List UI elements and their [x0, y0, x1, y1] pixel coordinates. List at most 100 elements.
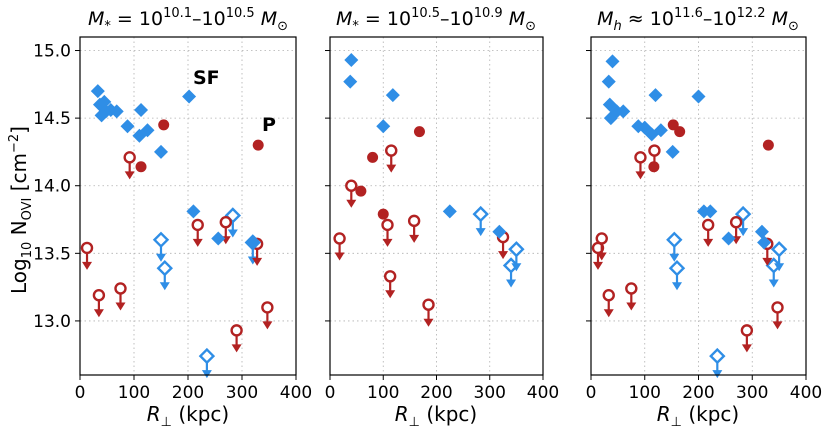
sf-upper-limit-point [770, 241, 788, 272]
panel-2-x-label-sub: ⊥ [409, 415, 420, 430]
sf-detection-point [691, 89, 706, 104]
sf-upper-limit-point [765, 257, 782, 288]
sf-detection-point [492, 224, 507, 239]
p-upper-limit-point [219, 216, 233, 245]
sf-detection-point [376, 119, 391, 134]
sf-detection-point [134, 103, 149, 118]
p-upper-limit-point [634, 151, 647, 180]
panel-2-title-d: 10.5 [411, 6, 440, 21]
y-tick-label: 13.5 [33, 244, 71, 264]
sf-detection-point [343, 74, 358, 89]
panel-1-x-label-sub: ⊥ [161, 415, 172, 430]
x-tick-label: 100 [118, 383, 150, 403]
panel-2-title-h: ⊙ [525, 19, 536, 34]
panel-3-x-label-sym: R [657, 402, 671, 426]
p-upper-limit-point [407, 214, 421, 243]
panel-2-title-f: 10.9 [474, 6, 503, 21]
y-axis-label-mid: N [7, 220, 31, 241]
p-upper-limit-point [92, 289, 106, 318]
panel-2-title-e: –10 [440, 8, 474, 30]
panel-3-title-d: 11.6 [674, 6, 703, 21]
sf-detection-point [182, 89, 197, 104]
sf-detection-point [601, 74, 616, 89]
y-axis-label-sub: 10 [20, 242, 35, 259]
sf-upper-limit-point [709, 347, 726, 379]
sf-detection-point [109, 104, 124, 119]
panel-2-title-a: M [336, 8, 352, 30]
sf-upper-limit-point [734, 205, 752, 237]
panel-3-title: Mh ≈ 1011.6–1012.2 M⊙ [597, 6, 799, 34]
panel-3-x-axis-label: R⊥ (kpc) [657, 402, 739, 430]
sf-upper-limit-point [666, 231, 683, 262]
panel-3-title-e: –10 [703, 8, 737, 30]
x-tick-label: 300 [474, 383, 506, 403]
p-upper-limit-point [345, 179, 358, 208]
p-detection-point [158, 119, 170, 131]
panel-2-x-axis-label: R⊥ (kpc) [395, 402, 477, 430]
p-detection-point [762, 139, 774, 151]
p-detection-point [367, 151, 379, 163]
p-upper-limit-point [230, 324, 243, 353]
sf-detection-point [246, 235, 261, 250]
panel-3-title-f: 12.2 [737, 6, 766, 21]
sf-detection-point [140, 123, 155, 138]
panel-3-title-b: h [614, 19, 622, 34]
sf-detection-point [120, 119, 135, 134]
p-upper-limit-point [422, 298, 435, 327]
p-detection-point [355, 185, 367, 197]
panel-3-title-c: ≈ 10 [622, 8, 674, 30]
panel-3-title-a: M [597, 8, 613, 30]
panel-1-title-e: –10 [192, 8, 226, 30]
panel-1-title: M* = 1010.1–1010.5 M⊙ [88, 6, 288, 34]
p-upper-limit-point [771, 301, 784, 330]
panel-1-x-label-unit: (kpc) [172, 402, 229, 426]
sf-detection-point [90, 84, 105, 99]
panel-1-x-label-sym: R [147, 402, 161, 426]
sf-upper-limit-point [156, 259, 173, 291]
panel-2-frame [329, 36, 544, 376]
sf-detection-point [211, 231, 226, 246]
p-upper-limit-point [595, 232, 608, 261]
sf-detection-point [653, 123, 668, 138]
p-upper-limit-point [191, 218, 204, 247]
sf-detection-point [721, 231, 736, 246]
x-tick-label: 200 [420, 383, 452, 403]
panel-1-frame [79, 36, 297, 376]
x-tick-label: 400 [280, 383, 312, 403]
sf-detection-point [754, 224, 769, 239]
panel-3-x-label-sub: ⊥ [671, 415, 682, 430]
p-upper-limit-point [261, 301, 274, 330]
sf-upper-limit-point [152, 231, 170, 262]
y-tick-label: 13.0 [33, 312, 71, 332]
x-tick-label: 200 [172, 383, 204, 403]
p-detection-point [674, 126, 686, 138]
sf-upper-limit-point [198, 347, 216, 379]
sf-upper-limit-point [508, 241, 525, 272]
sf-detection-point [665, 144, 680, 159]
x-tick-label: 0 [586, 383, 597, 403]
p-detection-point [135, 161, 147, 173]
panel-1-title-f: 10.5 [226, 6, 255, 21]
p-upper-limit-point [701, 218, 715, 247]
sf-upper-limit-point [472, 205, 489, 237]
panel-2-x-label-sym: R [395, 402, 409, 426]
panel-1-title-a: M [88, 8, 104, 30]
p-detection-point [413, 126, 425, 138]
sf-detection-point [757, 235, 772, 250]
y-axis-label-end: ] [7, 126, 31, 134]
sf-detection-point [605, 54, 620, 69]
sf-detection-point [442, 204, 457, 219]
x-tick-label: 0 [75, 383, 86, 403]
panel-2-title-b: * [352, 19, 359, 34]
panel-2-title-c: = 10 [359, 8, 411, 30]
y-tick-label: 14.0 [33, 177, 71, 197]
y-axis-label: Log10 NOVI [cm−2] [7, 126, 35, 294]
panel-1-title-d: 10.1 [163, 6, 192, 21]
panel-3-x-label-unit: (kpc) [682, 402, 739, 426]
panel-2: M* = 1010.5–1010.9 M⊙ 0 100 200 300 400 R⊥ (… [325, 6, 560, 430]
panel-2-x-label-unit: (kpc) [420, 402, 477, 426]
x-tick-label: 300 [736, 383, 768, 403]
x-tick-label: 300 [226, 383, 258, 403]
y-tick-label: 14.5 [33, 109, 71, 129]
